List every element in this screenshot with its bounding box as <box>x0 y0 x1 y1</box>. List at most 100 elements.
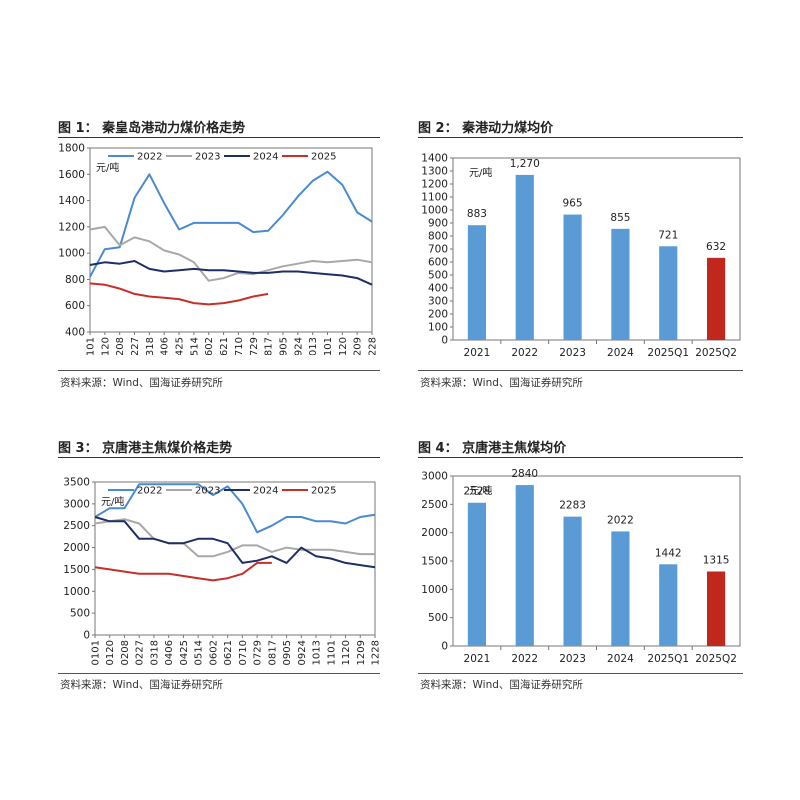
x-tick-label: 0101 <box>91 640 102 665</box>
bar-2023 <box>563 214 582 340</box>
chart-3-title-rule <box>58 457 380 458</box>
x-tick-label: 1209 <box>353 337 364 355</box>
plot-frame <box>452 475 741 647</box>
x-tick-label: 1120 <box>338 337 349 355</box>
y-tick-label: 200 <box>428 309 448 321</box>
legend-label-2023: 2023 <box>195 152 220 163</box>
chart-4-title: 图 4： 京唐港主焦煤均价 <box>418 441 567 456</box>
series-line-2022 <box>94 483 376 534</box>
x-tick-label: 1209 <box>356 640 367 665</box>
chart-2-svg: 0100200300400500600700800900100011001200… <box>421 153 741 359</box>
unit-label: 元/吨 <box>469 484 492 497</box>
y-tick-label: 500 <box>428 270 448 282</box>
bar-value-label: 1442 <box>655 547 682 559</box>
x-tick-label: 0924 <box>297 640 308 665</box>
x-tick-label: 0621 <box>219 337 230 355</box>
y-tick-label: 1200 <box>58 221 85 233</box>
y-tick-label: 1400 <box>421 153 448 165</box>
x-tick-label: 0406 <box>160 337 171 355</box>
y-tick-label: 2500 <box>421 499 448 511</box>
legend-label-2022: 2022 <box>137 152 162 163</box>
x-category-label: 2025Q1 <box>647 347 689 359</box>
y-tick-label: 1300 <box>421 166 448 178</box>
y-tick-label: 300 <box>428 296 448 308</box>
y-tick-label: 600 <box>65 300 85 312</box>
y-tick-label: 3500 <box>63 477 90 489</box>
x-tick-label: 0208 <box>120 640 131 665</box>
x-tick-label: 0602 <box>204 337 215 355</box>
unit-label: 元/吨 <box>96 161 119 174</box>
x-tick-label: 1101 <box>326 640 337 665</box>
x-tick-label: 0514 <box>189 337 200 355</box>
bar-2021 <box>467 225 487 340</box>
series-line-2023 <box>94 518 375 558</box>
y-tick-label: 1500 <box>63 564 90 576</box>
x-tick-label: 0905 <box>282 640 293 665</box>
x-tick-label: 0729 <box>249 337 260 355</box>
y-tick-label: 500 <box>428 612 448 624</box>
bar-2025Q1 <box>659 246 678 340</box>
bar-value-label: 1315 <box>703 554 730 566</box>
x-tick-label: 0729 <box>253 640 264 665</box>
y-tick-label: 800 <box>428 231 448 243</box>
x-category-label: 2021 <box>464 347 491 359</box>
x-tick-label: 1228 <box>368 337 379 355</box>
chart-3-source: 资料来源：Wind、国海证券研究所 <box>60 679 223 691</box>
x-category-label: 2025Q1 <box>647 653 689 665</box>
x-category-label: 2021 <box>464 653 491 665</box>
y-tick-label: 1600 <box>58 169 85 181</box>
bar-value-label: 883 <box>467 208 487 220</box>
bar-2023 <box>563 516 582 646</box>
chart-3-source-rule <box>58 673 380 674</box>
x-tick-label: 0120 <box>105 640 116 665</box>
y-tick-label: 400 <box>65 327 85 339</box>
bar-value-label: 855 <box>610 212 630 224</box>
series-line-2023 <box>89 225 373 282</box>
plot-frame <box>89 147 373 333</box>
chart-2-source: 资料来源：Wind、国海证券研究所 <box>420 377 583 389</box>
series-line-2025 <box>94 561 272 582</box>
bar-2022 <box>515 485 534 646</box>
x-category-label: 2023 <box>559 653 586 665</box>
series-line-2022 <box>89 170 373 278</box>
y-tick-label: 1200 <box>421 179 448 191</box>
x-tick-label: 1228 <box>371 640 382 665</box>
x-tick-label: 0602 <box>208 640 219 665</box>
x-category-label: 2024 <box>607 653 634 665</box>
y-tick-label: 1100 <box>421 192 448 204</box>
y-tick-label: 1800 <box>58 143 85 155</box>
bar-2025Q1 <box>659 564 678 646</box>
x-tick-label: 0120 <box>100 337 111 355</box>
y-tick-label: 2000 <box>63 542 90 554</box>
x-category-label: 2022 <box>511 653 538 665</box>
bar-value-label: 2283 <box>559 500 586 512</box>
chart-2-title-rule <box>418 137 743 138</box>
chart-1-title: 图 1： 秦皇岛港动力煤价格走势 <box>58 121 246 136</box>
x-tick-label: 0905 <box>278 337 289 355</box>
x-tick-label: 0425 <box>179 640 190 665</box>
y-tick-label: 1000 <box>58 248 85 260</box>
x-tick-label: 0425 <box>175 337 186 355</box>
y-tick-label: 1400 <box>58 195 85 207</box>
y-tick-label: 900 <box>428 218 448 230</box>
series-line-2024 <box>89 260 373 286</box>
legend-label-2025: 2025 <box>311 152 336 163</box>
bar-value-label: 1,270 <box>510 158 540 170</box>
x-tick-label: 0817 <box>267 640 278 665</box>
chart-4-source: 资料来源：Wind、国海证券研究所 <box>420 679 583 691</box>
bar-2024 <box>611 531 630 646</box>
bar-value-label: 2528 <box>464 486 491 498</box>
x-category-label: 2025Q2 <box>695 347 737 359</box>
x-tick-label: 1013 <box>312 640 323 665</box>
x-tick-label: 0621 <box>223 640 234 665</box>
x-tick-label: 0227 <box>135 640 146 665</box>
chart-2-title: 图 2： 秦港动力煤均价 <box>418 121 554 136</box>
bar-2024 <box>611 228 630 340</box>
x-tick-label: 0406 <box>164 640 175 665</box>
bar-2025Q2 <box>706 571 726 646</box>
x-category-label: 2025Q2 <box>695 653 737 665</box>
plot-frame <box>452 157 741 341</box>
y-tick-label: 1000 <box>421 584 448 596</box>
x-tick-label: 1013 <box>308 337 319 355</box>
y-tick-label: 2000 <box>421 527 448 539</box>
